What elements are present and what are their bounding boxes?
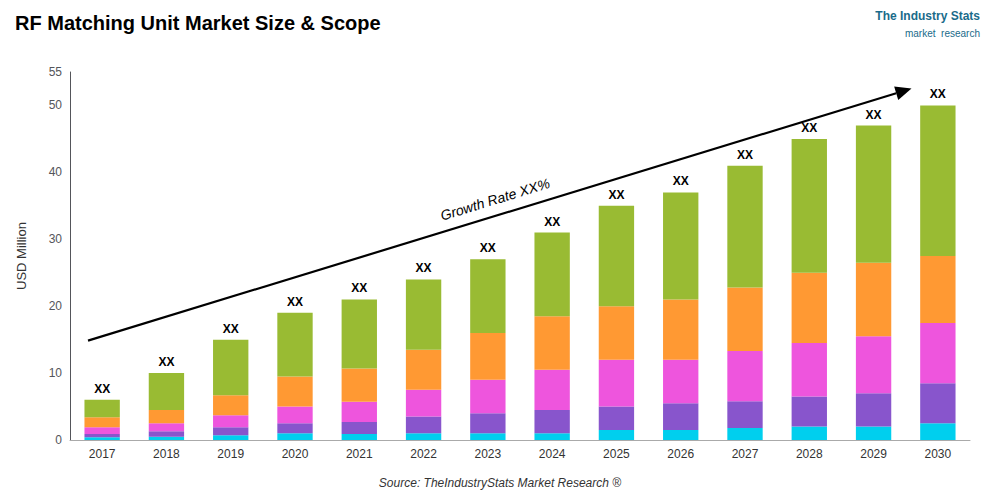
svg-text:XX: XX [673, 174, 689, 188]
svg-text:2021: 2021 [346, 447, 373, 461]
svg-text:Growth Rate XX%: Growth Rate XX% [438, 175, 551, 224]
svg-text:2028: 2028 [796, 447, 823, 461]
svg-text:55: 55 [49, 65, 63, 79]
svg-text:2020: 2020 [282, 447, 309, 461]
svg-text:USD Million: USD Million [14, 222, 29, 290]
svg-text:XX: XX [801, 121, 817, 135]
svg-text:2024: 2024 [539, 447, 566, 461]
svg-text:2018: 2018 [153, 447, 180, 461]
svg-text:20: 20 [49, 299, 63, 313]
svg-text:2017: 2017 [89, 447, 116, 461]
svg-text:XX: XX [351, 281, 367, 295]
svg-text:XX: XX [223, 322, 239, 336]
svg-text:40: 40 [49, 165, 63, 179]
svg-text:2019: 2019 [217, 447, 244, 461]
svg-text:2022: 2022 [410, 447, 437, 461]
svg-text:XX: XX [544, 215, 560, 229]
svg-text:0: 0 [55, 433, 62, 447]
svg-text:30: 30 [49, 232, 63, 246]
svg-text:XX: XX [866, 108, 882, 122]
svg-text:Source: TheIndustryStats Marke: Source: TheIndustryStats Market Research… [379, 476, 621, 490]
svg-text:XX: XX [737, 148, 753, 162]
svg-text:2025: 2025 [603, 447, 630, 461]
svg-text:The Industry Stats: The Industry Stats [875, 9, 980, 23]
svg-text:RF Matching Unit Market Size &: RF Matching Unit Market Size & Scope [15, 12, 381, 34]
svg-text:XX: XX [480, 241, 496, 255]
svg-text:XX: XX [287, 295, 303, 309]
svg-text:XX: XX [416, 261, 432, 275]
svg-text:XX: XX [94, 382, 110, 396]
svg-text:2027: 2027 [732, 447, 759, 461]
svg-text:50: 50 [49, 98, 63, 112]
svg-text:2023: 2023 [475, 447, 502, 461]
svg-text:XX: XX [608, 188, 624, 202]
svg-text:market research: market research [905, 28, 980, 39]
svg-text:2030: 2030 [925, 447, 952, 461]
svg-text:2026: 2026 [667, 447, 694, 461]
svg-text:XX: XX [158, 355, 174, 369]
svg-text:XX: XX [930, 87, 946, 101]
svg-text:2029: 2029 [860, 447, 887, 461]
svg-text:10: 10 [49, 366, 63, 380]
